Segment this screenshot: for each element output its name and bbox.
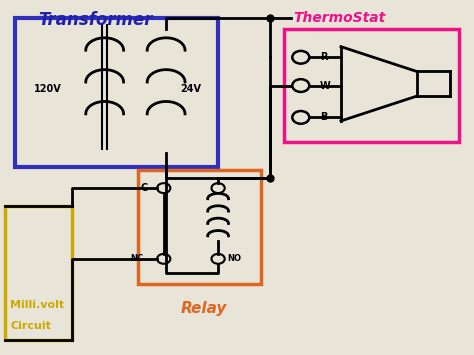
Text: R: R <box>319 52 327 62</box>
Text: W: W <box>319 81 330 91</box>
Text: Transformer: Transformer <box>38 11 153 29</box>
Text: 120V: 120V <box>34 84 62 94</box>
Text: NC: NC <box>131 254 144 263</box>
Text: C: C <box>140 183 147 193</box>
Text: 24V: 24V <box>180 84 201 94</box>
Text: NO: NO <box>228 254 242 263</box>
Text: B: B <box>319 113 327 122</box>
Text: Relay: Relay <box>180 301 227 316</box>
Bar <box>15 18 218 167</box>
Bar <box>284 29 459 142</box>
Text: Circuit: Circuit <box>10 321 51 331</box>
Text: ThermoStat: ThermoStat <box>294 11 386 25</box>
Bar <box>5 206 72 340</box>
Text: Milli.volt: Milli.volt <box>10 300 64 310</box>
Bar <box>138 170 261 284</box>
